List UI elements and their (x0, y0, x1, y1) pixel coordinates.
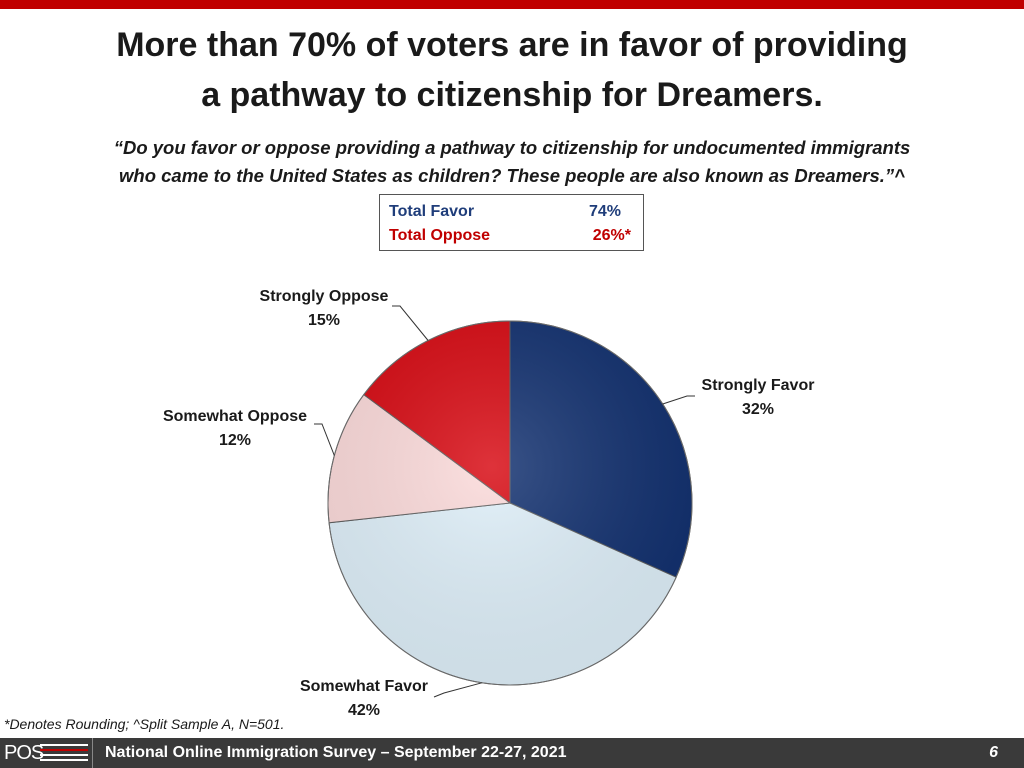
pos-logo: POS (4, 741, 90, 765)
label-somewhat-oppose-name: Somewhat Oppose (162, 408, 308, 425)
title-line-2: a pathway to citizenship for Dreamers. (201, 76, 823, 114)
pie-chart (314, 305, 695, 698)
total-oppose-label: Total Oppose (389, 227, 491, 244)
total-favor-value: 74% (588, 203, 621, 220)
survey-question: “Do you favor or oppose providing a path… (40, 134, 984, 190)
label-somewhat-oppose-value: 12% (218, 432, 252, 449)
label-somewhat-favor-value: 42% (347, 702, 381, 719)
top-accent-bar (0, 0, 1024, 9)
pos-logo-text: POS (4, 742, 44, 764)
totals-box: Total Favor 74% Total Oppose 26%* (379, 194, 644, 251)
footer-divider (92, 738, 93, 768)
page-number: 6 (989, 744, 998, 761)
total-oppose-row: Total Oppose 26%* (389, 225, 631, 247)
leader-line (392, 305, 429, 341)
label-strongly-oppose: Strongly Oppose 15% (260, 285, 389, 333)
total-favor-row: Total Favor 74% (389, 201, 631, 223)
footnote: *Denotes Rounding; ^Split Sample A, N=50… (4, 716, 285, 732)
footer-bar: POS National Online Immigration Survey –… (0, 738, 1024, 768)
leader-line (433, 682, 482, 698)
survey-name: National Online Immigration Survey – Sep… (105, 744, 567, 761)
label-strongly-favor-value: 32% (741, 401, 775, 418)
title-line-1: More than 70% of voters are in favor of … (116, 26, 908, 64)
question-line-1: “Do you favor or oppose providing a path… (113, 137, 911, 158)
label-strongly-favor-name: Strongly Favor (701, 377, 815, 394)
pie-outline (327, 320, 693, 686)
question-line-2: who came to the United States as childre… (119, 165, 905, 186)
label-strongly-oppose-name: Strongly Oppose (259, 288, 389, 305)
label-strongly-favor: Strongly Favor 32% (702, 374, 815, 422)
label-strongly-oppose-value: 15% (307, 312, 341, 329)
leader-line (314, 423, 335, 456)
label-somewhat-favor: Somewhat Favor 42% (300, 675, 428, 723)
total-oppose-value: 26%* (592, 227, 631, 244)
label-somewhat-favor-name: Somewhat Favor (299, 678, 429, 695)
flag-stripes-icon (40, 744, 88, 764)
label-somewhat-oppose: Somewhat Oppose 12% (163, 405, 307, 453)
slide-title: More than 70% of voters are in favor of … (0, 20, 1024, 120)
leader-line (662, 395, 695, 405)
total-favor-label: Total Favor (389, 203, 475, 220)
